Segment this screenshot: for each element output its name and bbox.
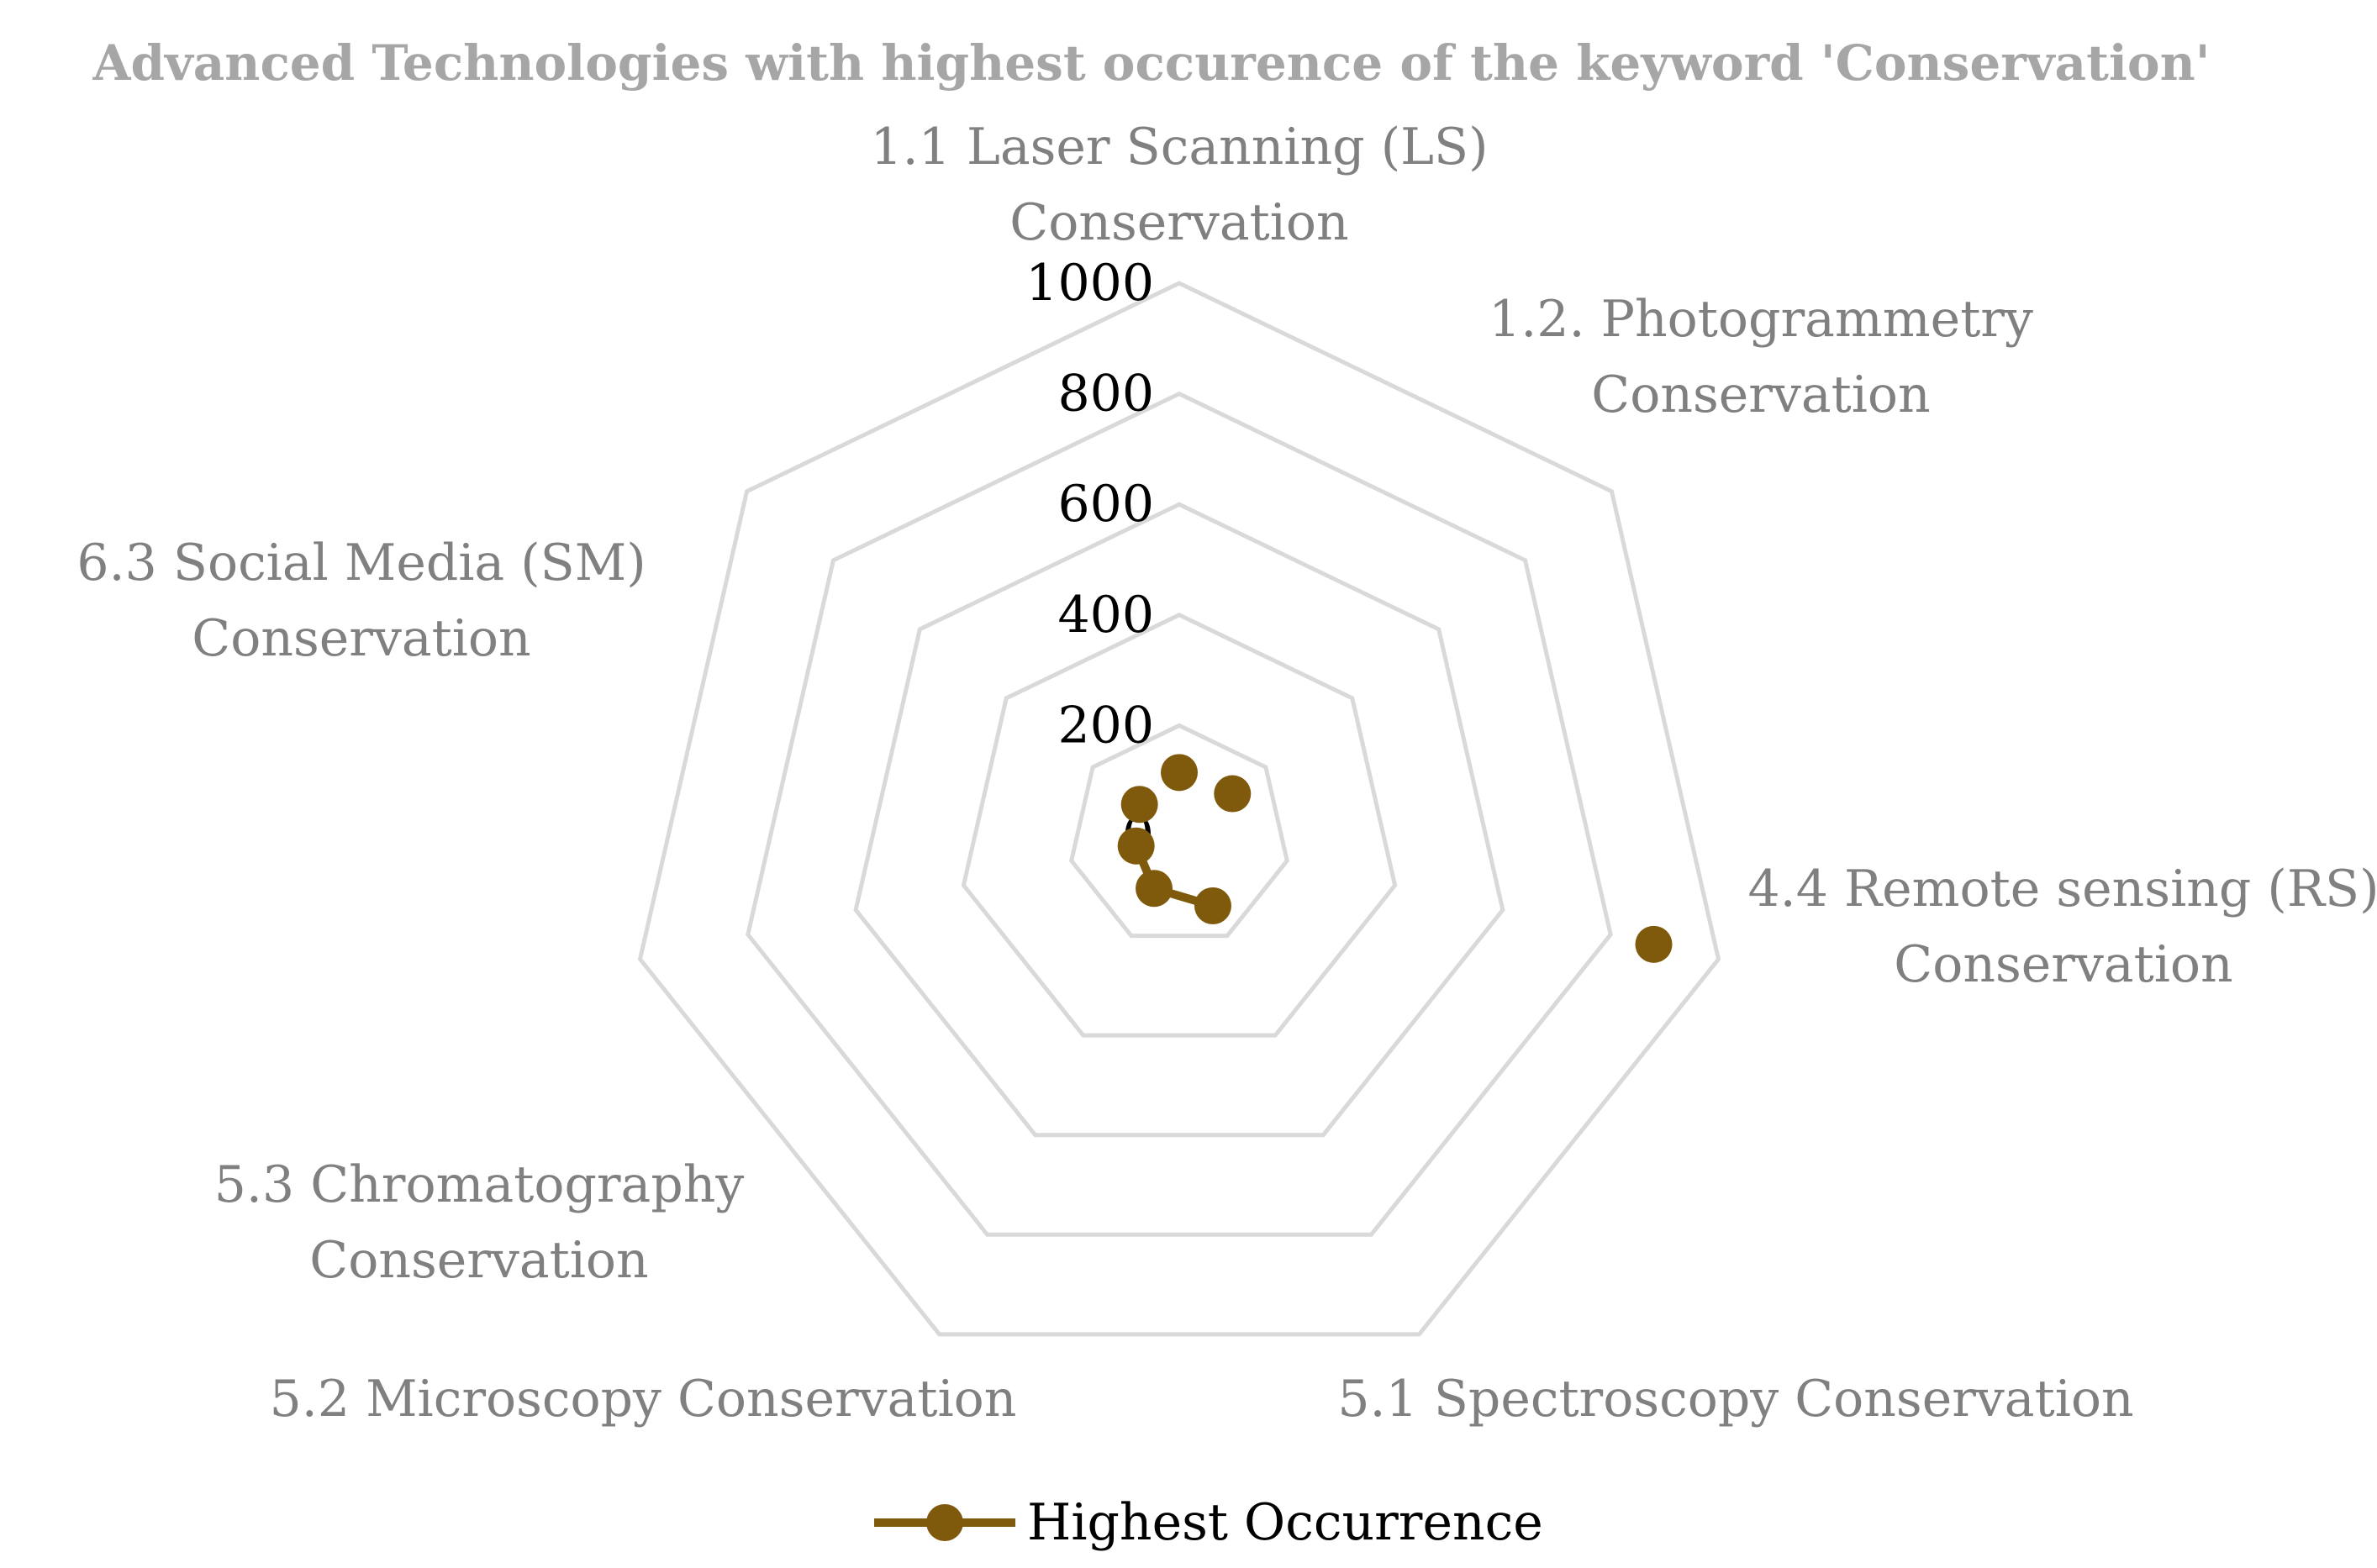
data-point-3 [1635, 925, 1673, 963]
tick-label-400: 400 [1057, 586, 1154, 645]
tick-label-600: 600 [1057, 475, 1154, 534]
category-label-line: 4.4 Remote sensing (RS) [1747, 860, 2377, 918]
category-label-line: Conservation [192, 609, 530, 668]
chart-title: Advanced Technologies with highest occur… [92, 34, 2210, 92]
category-label-line: 5.2 Microscopy Conservation [270, 1370, 1017, 1429]
category-label-line: 5.1 Spectroscopy Conservation [1337, 1370, 2133, 1429]
tick-label-200: 200 [1057, 696, 1154, 755]
category-label-line: Conservation [1009, 193, 1348, 252]
category-labels: 1.1 Laser Scanning (LS)Conservation1.2. … [76, 118, 2377, 1429]
legend-marker-icon [926, 1504, 963, 1541]
category-label-line: Conservation [1591, 366, 1930, 424]
data-point-6 [1117, 827, 1155, 865]
category-label-line: 1.2. Photogrammetry [1489, 290, 2033, 349]
category-label-line: 1.1 Laser Scanning (LS) [871, 118, 1489, 176]
data-point-7 [1120, 786, 1158, 823]
category-label-7: 6.3 Social Media (SM) Conservation [76, 534, 646, 668]
legend: Highest Occurrence [874, 1493, 1543, 1552]
radial-ticks: 02004006008001000 [1025, 254, 1154, 866]
data-point-5 [1136, 870, 1173, 908]
category-label-3: 4.4 Remote sensing (RS) Conservation [1747, 860, 2377, 994]
category-label-line: Conservation [1894, 935, 2232, 994]
category-label-line: 6.3 Social Media (SM) [76, 534, 646, 592]
category-label-1: 1.1 Laser Scanning (LS) Conservation [871, 118, 1489, 252]
category-label-4: 5.1 Spectroscopy Conservation [1337, 1370, 2133, 1429]
category-label-line: Conservation [309, 1231, 648, 1290]
legend-label: Highest Occurrence [1027, 1493, 1543, 1552]
grid-ring-1000 [637, 281, 1721, 1337]
grid-ring-200 [1068, 723, 1290, 939]
data-point-4 [1194, 887, 1231, 924]
tick-label-1000: 1000 [1025, 254, 1154, 313]
tick-label-800: 800 [1057, 365, 1154, 424]
category-label-5: 5.2 Microscopy Conservation [270, 1370, 1017, 1429]
radar-grid [637, 281, 1721, 1337]
grid-ring-800 [746, 391, 1613, 1237]
grid-ring-400 [961, 613, 1398, 1038]
grid-ring-600 [853, 502, 1505, 1138]
category-label-2: 1.2. Photogrammetry Conservation [1489, 290, 2033, 424]
category-label-line: 5.3 Chromatography [214, 1155, 745, 1214]
data-point-1 [1161, 754, 1198, 792]
category-label-6: 5.3 Chromatography Conservation [214, 1155, 745, 1290]
series-layer [1117, 754, 1673, 963]
data-point-2 [1214, 775, 1252, 813]
